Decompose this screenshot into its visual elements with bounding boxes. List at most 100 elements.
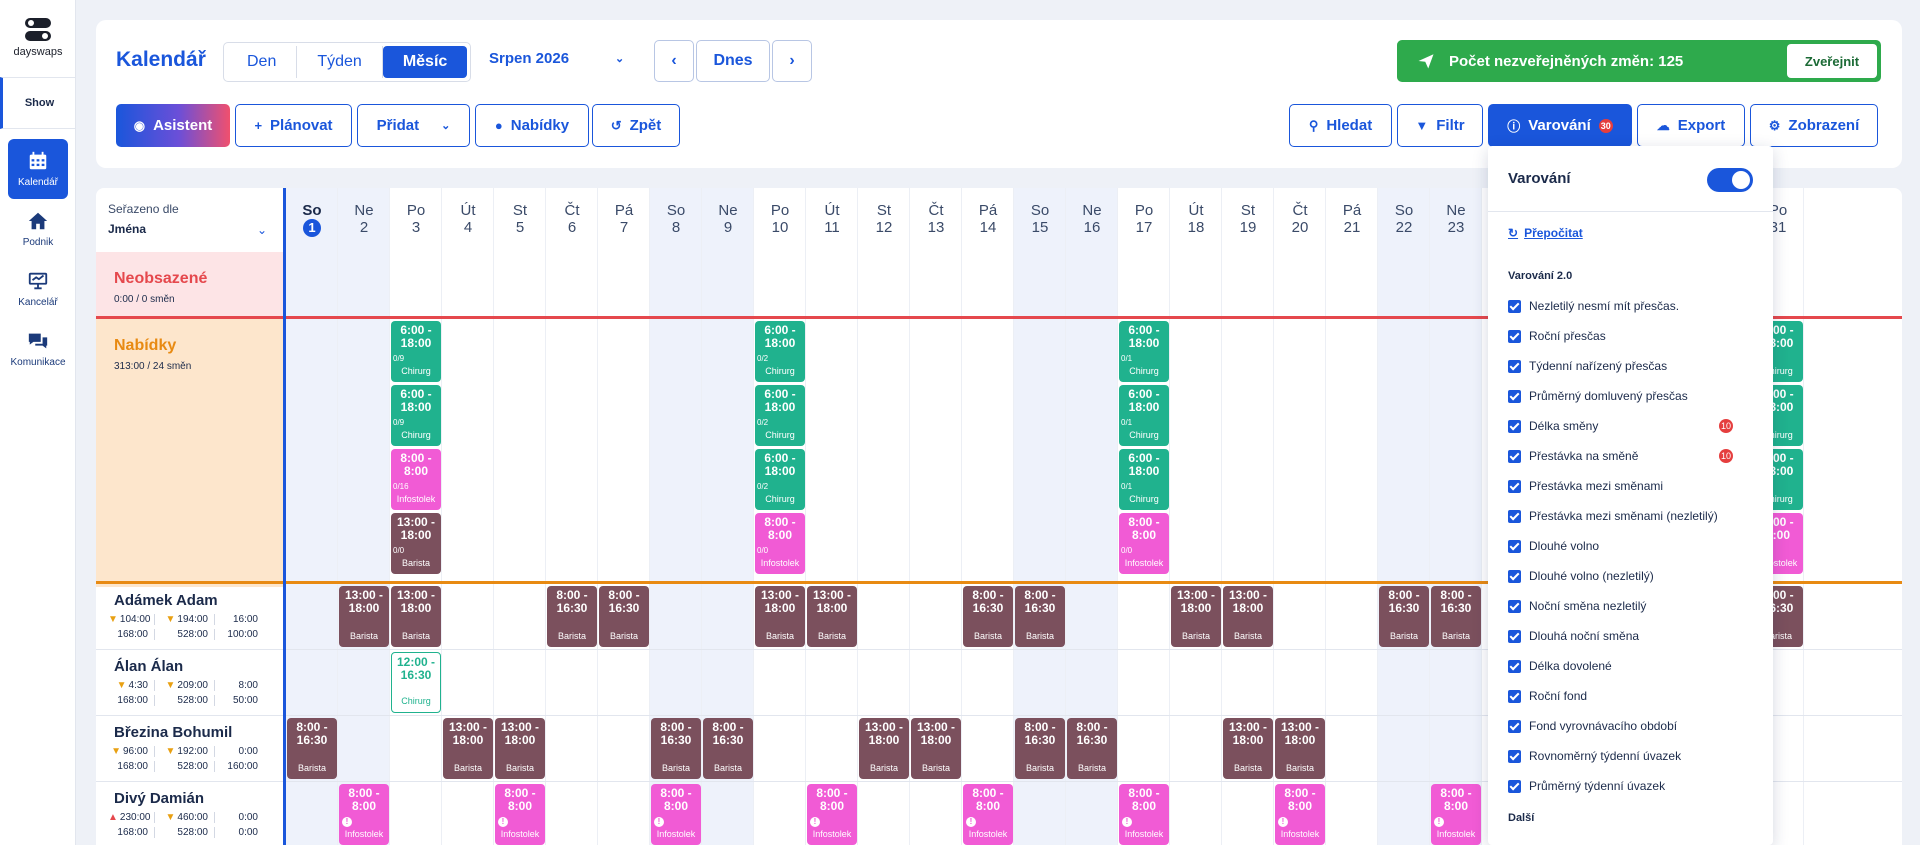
shift-card[interactable]: 13:00 -18:00 Barista — [755, 586, 805, 647]
shift-card[interactable]: 8:00 -8:00 0/16 Infostolek — [391, 449, 441, 510]
day-column[interactable] — [754, 188, 806, 845]
shift-card[interactable]: 13:00 -18:00 Barista — [391, 586, 441, 647]
day-column[interactable] — [910, 188, 962, 845]
day-column[interactable] — [1170, 188, 1222, 845]
show-tab[interactable]: Show — [0, 77, 76, 129]
day-column[interactable] — [1378, 188, 1430, 845]
shift-card[interactable]: 8:00 -16:30 Barista — [287, 718, 337, 779]
checkbox[interactable] — [1508, 509, 1521, 523]
day-column[interactable] — [1326, 188, 1378, 845]
view-week-button[interactable]: Týden — [297, 46, 383, 78]
warning-option[interactable]: Délka směny 10 — [1508, 416, 1753, 436]
checkbox[interactable] — [1508, 659, 1521, 673]
add-dropdown[interactable]: Přidat ⌄ — [357, 104, 470, 147]
checkbox[interactable] — [1508, 359, 1521, 373]
shift-card[interactable]: 8:00 -8:00! Infostolek — [339, 784, 389, 845]
logo[interactable]: dayswaps — [0, 18, 76, 58]
checkbox[interactable] — [1508, 629, 1521, 643]
warnings-button[interactable]: ⓘ Varování 30 — [1488, 104, 1632, 147]
warning-option[interactable]: Délka dovolené — [1508, 656, 1753, 676]
shift-card[interactable]: 13:00 -18:00 Barista — [859, 718, 909, 779]
warning-option[interactable]: Průměrný týdenní úvazek — [1508, 776, 1753, 796]
recalculate-link[interactable]: ↻ Přepočitat — [1508, 226, 1583, 240]
warning-option[interactable]: Dlouhé volno (nezletilý) — [1508, 566, 1753, 586]
day-column[interactable] — [1274, 188, 1326, 845]
shift-card[interactable]: 6:00 -18:00 0/9 Chirurg — [391, 385, 441, 446]
shift-card[interactable]: 13:00 -18:00 Barista — [911, 718, 961, 779]
shift-card[interactable]: 8:00 -16:30 Barista — [703, 718, 753, 779]
day-column[interactable] — [1222, 188, 1274, 845]
checkbox[interactable] — [1508, 419, 1521, 433]
shift-card[interactable]: 12:00 -16:30 Chirurg — [391, 652, 441, 713]
day-column[interactable] — [962, 188, 1014, 845]
employee-row-label[interactable]: Álan Álan ▼ 4:30 ▼ 209:00 8:00 168:00 528:00 50:… — [96, 650, 284, 716]
shift-card[interactable]: 8:00 -16:30 Barista — [547, 586, 597, 647]
warning-option[interactable]: Rovnoměrný týdenní úvazek — [1508, 746, 1753, 766]
warnings-toggle[interactable] — [1707, 168, 1753, 192]
shift-card[interactable]: 6:00 -18:00 0/9 Chirurg — [391, 321, 441, 382]
checkbox[interactable] — [1508, 389, 1521, 403]
publish-button[interactable]: Zveřejnit — [1787, 44, 1877, 78]
shift-card[interactable]: 8:00 -8:00! Infostolek — [651, 784, 701, 845]
warning-option[interactable]: Nezletilý nesmí mít přesčas. — [1508, 296, 1753, 316]
shift-card[interactable]: 8:00 -16:30 Barista — [1431, 586, 1481, 647]
day-column[interactable] — [442, 188, 494, 845]
day-column[interactable] — [858, 188, 910, 845]
warning-option[interactable]: Roční přesčas — [1508, 326, 1753, 346]
warning-option[interactable]: Roční fond — [1508, 686, 1753, 706]
day-column[interactable] — [546, 188, 598, 845]
prev-month-button[interactable]: ‹ — [654, 40, 694, 82]
checkbox[interactable] — [1508, 599, 1521, 613]
employee-row-label[interactable]: Divý Damián ▲ 230:00 ▼ 460:00 0:00 168:00 528:0… — [96, 782, 284, 845]
shift-card[interactable]: 8:00 -16:30 Barista — [1015, 718, 1065, 779]
shift-card[interactable]: 8:00 -8:00! Infostolek — [1275, 784, 1325, 845]
undo-button[interactable]: ↺ Zpět — [592, 104, 680, 147]
day-column[interactable] — [598, 188, 650, 845]
warning-option[interactable]: Noční směna nezletilý — [1508, 596, 1753, 616]
sidebar-item-kancelar[interactable]: Kancelář — [8, 259, 68, 319]
warning-option[interactable]: Dlouhá noční směna — [1508, 626, 1753, 646]
shift-card[interactable]: 8:00 -8:00! Infostolek — [1119, 784, 1169, 845]
shift-card[interactable]: 8:00 -8:00 0/0 Infostolek — [1119, 513, 1169, 574]
sidebar-item-kalendar[interactable]: Kalendář — [8, 139, 68, 199]
sort-select[interactable]: Seřazeno dle Jména ⌄ — [96, 188, 284, 252]
warning-option[interactable]: Dlouhé volno — [1508, 536, 1753, 556]
checkbox[interactable] — [1508, 479, 1521, 493]
day-column[interactable] — [390, 188, 442, 845]
shift-card[interactable]: 13:00 -18:00 Barista — [1171, 586, 1221, 647]
shift-card[interactable]: 8:00 -8:00! Infostolek — [963, 784, 1013, 845]
employee-row-label[interactable]: Adámek Adam ▼ 104:00 ▼ 194:00 16:00 168:00 528:… — [96, 584, 284, 650]
warning-option[interactable]: Průměrný domluvený přesčas — [1508, 386, 1753, 406]
shift-card[interactable]: 8:00 -8:00! Infostolek — [1431, 784, 1481, 845]
warning-option[interactable]: Přestávka na směně 10 — [1508, 446, 1753, 466]
shift-card[interactable]: 13:00 -18:00 Barista — [443, 718, 493, 779]
checkbox[interactable] — [1508, 539, 1521, 553]
shift-card[interactable]: 8:00 -16:30 Barista — [1067, 718, 1117, 779]
checkbox[interactable] — [1508, 299, 1521, 313]
warning-option[interactable]: Fond vyrovnávacího období — [1508, 716, 1753, 736]
day-column[interactable] — [1118, 188, 1170, 845]
offers-button[interactable]: ● Nabídky — [475, 104, 589, 147]
employee-row-label[interactable]: Březina Bohumil ▼ 96:00 ▼ 192:00 0:00 168:00 52… — [96, 716, 284, 782]
shift-card[interactable]: 13:00 -18:00 Barista — [1223, 718, 1273, 779]
shift-card[interactable]: 6:00 -18:00 0/2 Chirurg — [755, 449, 805, 510]
sidebar-item-podnik[interactable]: Podnik — [8, 199, 68, 259]
shift-card[interactable]: 13:00 -18:00 Barista — [339, 586, 389, 647]
plan-button[interactable]: + Plánovat — [235, 104, 352, 147]
today-button[interactable]: Dnes — [696, 40, 770, 82]
shift-card[interactable]: 8:00 -16:30 Barista — [599, 586, 649, 647]
shift-card[interactable]: 8:00 -16:30 Barista — [963, 586, 1013, 647]
next-month-button[interactable]: › — [772, 40, 812, 82]
shift-card[interactable]: 8:00 -16:30 Barista — [1379, 586, 1429, 647]
warning-option[interactable]: Přestávka mezi směnami (nezletilý) — [1508, 506, 1753, 526]
shift-card[interactable]: 13:00 -18:00 Barista — [807, 586, 857, 647]
day-column[interactable] — [806, 188, 858, 845]
shift-card[interactable]: 6:00 -18:00 0/2 Chirurg — [755, 385, 805, 446]
shift-card[interactable]: 6:00 -18:00 0/1 Chirurg — [1119, 321, 1169, 382]
checkbox[interactable] — [1508, 779, 1521, 793]
shift-card[interactable]: 8:00 -8:00 0/0 Infostolek — [755, 513, 805, 574]
day-column[interactable] — [494, 188, 546, 845]
day-column[interactable] — [1430, 188, 1482, 845]
shift-card[interactable]: 6:00 -18:00 0/1 Chirurg — [1119, 385, 1169, 446]
day-column[interactable] — [1752, 188, 1804, 845]
